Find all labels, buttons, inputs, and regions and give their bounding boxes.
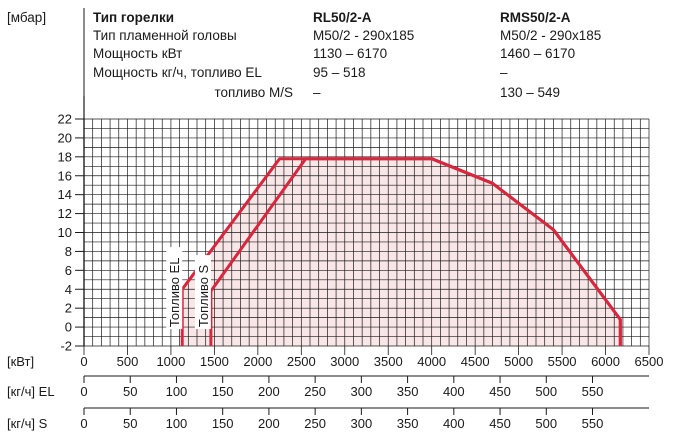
curve-label: Топливо S: [196, 264, 211, 327]
header-table: [мбар] Тип горелки RL50/2-A RMS50/2-A Тип п…: [7, 8, 601, 126]
y-tick-label: 6: [65, 263, 72, 278]
x-tick-label: 6500: [635, 354, 664, 369]
x-tick-label: 50: [123, 416, 137, 431]
header-row-label: топливо M/S: [214, 85, 293, 100]
x-tick-label: 550: [582, 384, 604, 399]
header-row-value-rms50: 1460 – 6170: [500, 46, 575, 61]
x-tick-label: 0: [80, 384, 87, 399]
x-tick-label: 500: [535, 384, 557, 399]
x-tick-label: 1000: [156, 354, 185, 369]
x-tick-label: 450: [489, 384, 511, 399]
operating-area-fill: [182, 158, 621, 346]
header-row-value-rms50: M50/2 - 290x185: [500, 28, 601, 43]
x-tick-label: 5000: [504, 354, 533, 369]
x-tick-label: 200: [258, 384, 280, 399]
x-tick-label: 500: [117, 354, 139, 369]
x-tick-label: 4000: [417, 354, 446, 369]
pressure-unit-label: [мбар]: [7, 10, 46, 25]
y-tick-label: 8: [65, 244, 72, 259]
header-row-label: Мощность кг/ч, топливо EL: [93, 65, 262, 80]
x-tick-label: 2500: [287, 354, 316, 369]
x-tick-label: 350: [397, 416, 419, 431]
x-tick-label: 300: [351, 416, 373, 431]
x-tick-label: 2000: [243, 354, 272, 369]
y-tick-label: 12: [58, 206, 72, 221]
x-tick-label: 450: [489, 416, 511, 431]
x-tick-label: 150: [212, 384, 234, 399]
x-tick-label: 550: [582, 416, 604, 431]
header-row-value-rl50: 95 – 518: [313, 65, 366, 80]
x-tick-label: 3500: [374, 354, 403, 369]
curve-s: [209, 157, 622, 346]
y-tick-label: 4: [65, 282, 72, 297]
header-row-label: Тип горелки: [93, 10, 174, 25]
x-tick-label: 400: [443, 416, 465, 431]
x-axis-unit-label: [кг/ч] EL: [7, 384, 55, 399]
header-row-value-rl50: M50/2 - 290x185: [313, 28, 414, 43]
x-tick-label: 500: [535, 416, 557, 431]
curve-label-bg: [194, 255, 211, 330]
x-tick-label: 400: [443, 384, 465, 399]
header-row-value-rl50: RL50/2-A: [313, 10, 372, 25]
y-tick-label: 20: [58, 130, 72, 145]
x-tick-label: 200: [258, 416, 280, 431]
y-tick-label: 2: [65, 301, 72, 316]
x-tick-label: 1500: [200, 354, 229, 369]
header-row-value-rl50: 1130 – 6170: [313, 46, 387, 61]
y-tick-label: 22: [58, 112, 72, 127]
y-tick-label: 14: [58, 187, 72, 202]
y-tick-label: 16: [58, 168, 72, 183]
curve-label-bg: [166, 247, 183, 330]
x-tick-label: 300: [351, 384, 373, 399]
x-tick-label: 0: [80, 354, 87, 369]
y-tick-label: 10: [58, 225, 72, 240]
x-tick-label: 100: [166, 384, 188, 399]
x-tick-label: 3000: [330, 354, 359, 369]
x-tick-label: 100: [166, 416, 188, 431]
header-row-value-rms50: 130 – 549: [500, 85, 560, 100]
header-row-label: Мощность кВт: [93, 46, 182, 61]
header-row-label: Тип пламенной головы: [93, 28, 237, 43]
x-tick-label: 250: [304, 384, 326, 399]
x-tick-label: 150: [212, 416, 234, 431]
x-tick-label: 50: [123, 384, 137, 399]
x-axis-unit-label: [кВт]: [7, 354, 34, 369]
header-row-value-rms50: RMS50/2-A: [500, 10, 571, 25]
header-row-value-rms50: –: [500, 65, 508, 80]
x-tick-label: 350: [397, 384, 419, 399]
y-tick-label: 0: [65, 320, 72, 335]
y-tick-label: -2: [60, 339, 72, 354]
x-tick-label: 250: [304, 416, 326, 431]
x-axis-unit-label: [кг/ч] S: [7, 416, 48, 431]
x-tick-label: 0: [80, 416, 87, 431]
header-row-value-rl50: –: [313, 85, 321, 100]
curve-label: Топливо EL: [167, 258, 182, 328]
x-tick-label: 5500: [548, 354, 577, 369]
x-tick-label: 4500: [461, 354, 490, 369]
x-tick-label: 6000: [591, 354, 620, 369]
y-tick-label: 18: [58, 149, 72, 164]
